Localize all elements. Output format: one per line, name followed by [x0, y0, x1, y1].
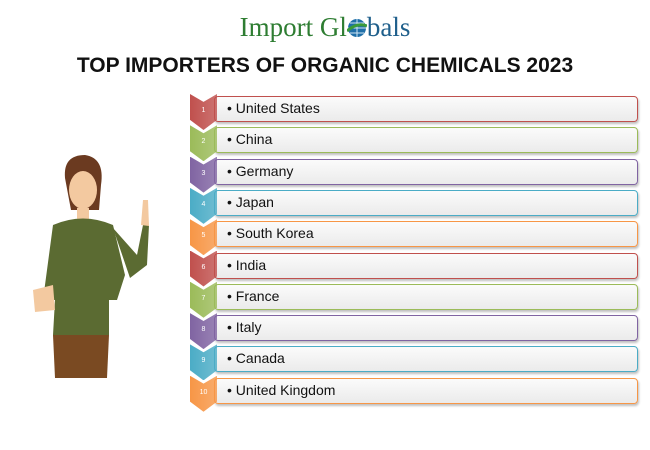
rank-number: 5: [201, 232, 206, 240]
list-item: 7 • France: [190, 281, 638, 318]
globe-icon: [345, 19, 368, 37]
list-item: 6 • India: [190, 250, 638, 287]
rank-number: 9: [201, 357, 206, 365]
rank-number: 3: [201, 169, 206, 177]
country-label: • Canada: [227, 350, 285, 367]
presenter-illustration: [33, 155, 149, 378]
country-label: • South Korea: [227, 225, 314, 242]
rank-number: 2: [201, 138, 206, 146]
list-item: 5 • South Korea: [190, 219, 638, 256]
country-label: • India: [227, 256, 267, 273]
country-label: • Italy: [227, 319, 262, 336]
country-label: • United Kingdom: [227, 381, 336, 398]
rank-number: 8: [201, 326, 206, 334]
item-bar: • China: [214, 127, 638, 154]
list-item: 4 • Japan: [190, 187, 638, 224]
list-item: 3 • Germany: [190, 156, 638, 193]
country-label: • China: [227, 131, 273, 148]
item-bar: • United States: [214, 96, 638, 122]
country-label: • Germany: [227, 162, 294, 179]
item-bar: • Italy: [214, 315, 638, 342]
logo-text-2: bals: [366, 12, 411, 42]
item-bar: • South Korea: [214, 221, 638, 248]
item-bar: • Canada: [214, 346, 638, 373]
item-bar: • United Kingdom: [214, 377, 638, 404]
item-bar: • Germany: [214, 158, 638, 185]
logo: Import Gl bals: [0, 12, 650, 43]
list-item: 1 • United States: [190, 94, 638, 130]
list-item: 2 • China: [190, 125, 638, 162]
logo-text: Import Gl: [239, 12, 347, 42]
item-bar: • India: [214, 252, 638, 279]
list-item: 9 • Canada: [190, 344, 638, 381]
item-bar: • Japan: [214, 189, 638, 216]
country-label: • France: [227, 287, 280, 304]
list-item: 8 • Italy: [190, 313, 638, 350]
rank-number: 7: [201, 294, 206, 302]
page-title: TOP IMPORTERS OF ORGANIC CHEMICALS 2023: [76, 54, 574, 77]
rank-number: 6: [201, 263, 206, 271]
rank-number: 4: [201, 200, 206, 208]
country-label: • Japan: [227, 193, 274, 210]
country-label: • United States: [227, 100, 320, 116]
list-item: 10 • United Kingdom: [190, 375, 638, 412]
rank-number: 1: [201, 107, 206, 114]
rank-number: 10: [199, 388, 208, 396]
item-bar: • France: [214, 283, 638, 310]
